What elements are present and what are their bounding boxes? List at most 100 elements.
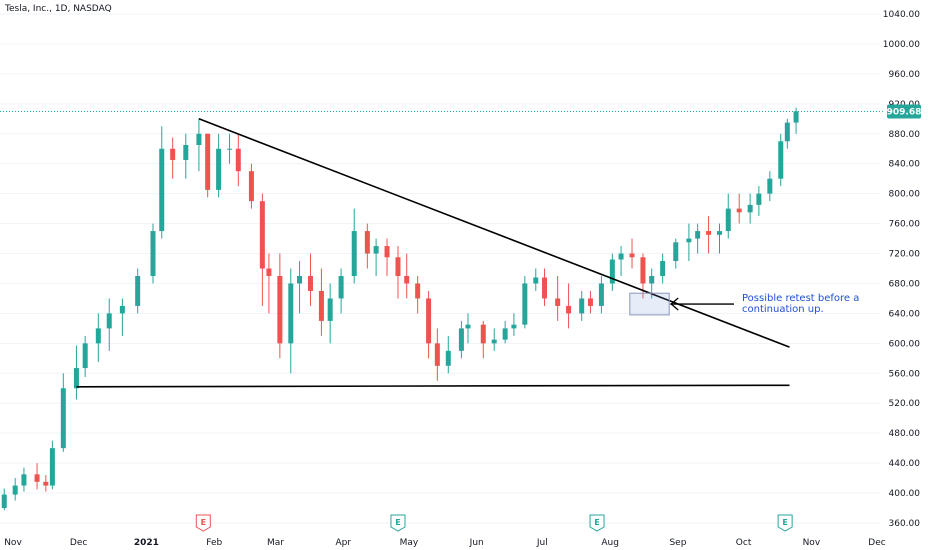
candle-body bbox=[649, 275, 655, 284]
candle-body bbox=[135, 275, 141, 306]
x-tick-label: Sep bbox=[669, 538, 686, 548]
candle-body bbox=[480, 324, 486, 344]
y-tick-label: 640.00 bbox=[889, 309, 921, 319]
candle-body bbox=[119, 305, 125, 314]
candle-body bbox=[511, 324, 517, 329]
candle-body bbox=[338, 275, 344, 299]
candle-body bbox=[736, 208, 742, 213]
candle-body bbox=[522, 283, 528, 325]
earnings-marker-label: E bbox=[395, 518, 400, 527]
y-tick-label: 1040.00 bbox=[883, 10, 920, 20]
candle-body bbox=[426, 298, 432, 344]
earnings-marker[interactable] bbox=[777, 514, 793, 532]
candle-body bbox=[458, 328, 464, 351]
candle-body bbox=[566, 305, 572, 314]
x-tick-label: Aug bbox=[601, 538, 619, 548]
candle-body bbox=[288, 283, 294, 344]
x-tick-label: Feb bbox=[206, 538, 222, 548]
candle-body bbox=[266, 268, 272, 276]
candle-body bbox=[767, 178, 773, 194]
candle-body bbox=[434, 343, 440, 366]
candle-body bbox=[183, 144, 189, 160]
candle-body bbox=[216, 148, 222, 190]
candle-body bbox=[235, 148, 241, 172]
annotation-text: Possible retest before a continuation up… bbox=[742, 293, 922, 315]
candle-body bbox=[695, 231, 701, 239]
retest-zone bbox=[629, 292, 734, 316]
candle-body bbox=[307, 275, 313, 291]
candle-body bbox=[640, 257, 646, 284]
earnings-marker[interactable] bbox=[589, 514, 605, 532]
y-tick-label: 480.00 bbox=[889, 429, 921, 439]
y-tick-label: 1000.00 bbox=[883, 40, 920, 50]
candle-body bbox=[227, 148, 233, 150]
candle-body bbox=[533, 277, 539, 284]
x-tick-label: Oct bbox=[736, 538, 752, 548]
last-price-label: 909.68 bbox=[887, 108, 922, 118]
candle-body bbox=[49, 448, 55, 486]
candle-body bbox=[618, 253, 624, 260]
x-axis: Nov Dec 2021 Feb Mar Apr May Jun Jul Aug Sep Oct Nov… bbox=[4, 538, 886, 548]
candle-body bbox=[555, 298, 561, 306]
candle-body bbox=[373, 246, 379, 254]
candle-body bbox=[686, 238, 692, 243]
x-tick-label: 2021 bbox=[134, 538, 159, 548]
candle-body bbox=[587, 298, 593, 306]
candle-body bbox=[502, 328, 508, 340]
candle-body bbox=[1, 494, 7, 509]
candle-body bbox=[159, 148, 165, 232]
candle-body bbox=[629, 253, 635, 258]
candle-body bbox=[756, 193, 762, 205]
candle-body bbox=[12, 485, 18, 495]
candle-body bbox=[445, 350, 451, 366]
candles bbox=[0, 107, 885, 511]
y-tick-label: 960.00 bbox=[889, 70, 921, 80]
candle-body bbox=[717, 231, 723, 235]
candle-body bbox=[43, 481, 49, 486]
candle-body bbox=[491, 339, 497, 344]
candle-body bbox=[784, 122, 790, 142]
candle-body bbox=[395, 257, 401, 276]
candle-body bbox=[318, 290, 324, 321]
candle-body bbox=[327, 298, 333, 321]
y-tick-label: 560.00 bbox=[889, 369, 921, 379]
candle-body bbox=[150, 231, 156, 276]
arrow-head bbox=[670, 297, 679, 311]
earnings-marker[interactable] bbox=[195, 514, 211, 532]
earnings-marker[interactable] bbox=[390, 514, 406, 532]
x-tick-label: Apr bbox=[335, 538, 351, 548]
candle-body bbox=[34, 474, 40, 482]
candle-body bbox=[297, 275, 303, 284]
earnings-marker-label: E bbox=[594, 518, 599, 527]
x-tick-label: Nov bbox=[803, 538, 821, 548]
x-tick-label: Jun bbox=[469, 538, 484, 548]
candle-body bbox=[542, 277, 548, 299]
y-tick-label: 720.00 bbox=[889, 250, 921, 260]
x-tick-label: Jul bbox=[536, 538, 548, 548]
candle-body bbox=[21, 474, 27, 486]
candle-body bbox=[259, 201, 265, 269]
y-tick-label: 520.00 bbox=[889, 399, 921, 409]
y-tick-label: 360.00 bbox=[889, 519, 921, 529]
trendline-descending-resistance[interactable] bbox=[198, 118, 790, 348]
candle-body bbox=[609, 259, 615, 284]
candle-body bbox=[673, 242, 679, 262]
candle-body bbox=[706, 231, 712, 235]
last-price-tag bbox=[887, 104, 921, 119]
candle-body bbox=[778, 141, 784, 179]
y-tick-label: 880.00 bbox=[889, 130, 921, 140]
chart-title: Tesla, Inc., 1D, NASDAQ bbox=[5, 4, 112, 14]
y-tick-label: 680.00 bbox=[889, 279, 921, 289]
candle-body bbox=[196, 133, 202, 145]
candle-body bbox=[95, 328, 101, 344]
candle-body bbox=[579, 298, 585, 314]
x-tick-label: May bbox=[400, 538, 419, 548]
y-tick-label: 840.00 bbox=[889, 160, 921, 170]
retest-zone-box[interactable] bbox=[629, 292, 670, 316]
y-tick-label: 600.00 bbox=[889, 339, 921, 349]
y-tick-label: 440.00 bbox=[889, 459, 921, 469]
trendline-horizontal-support[interactable] bbox=[76, 384, 790, 388]
candle-body bbox=[205, 133, 211, 190]
